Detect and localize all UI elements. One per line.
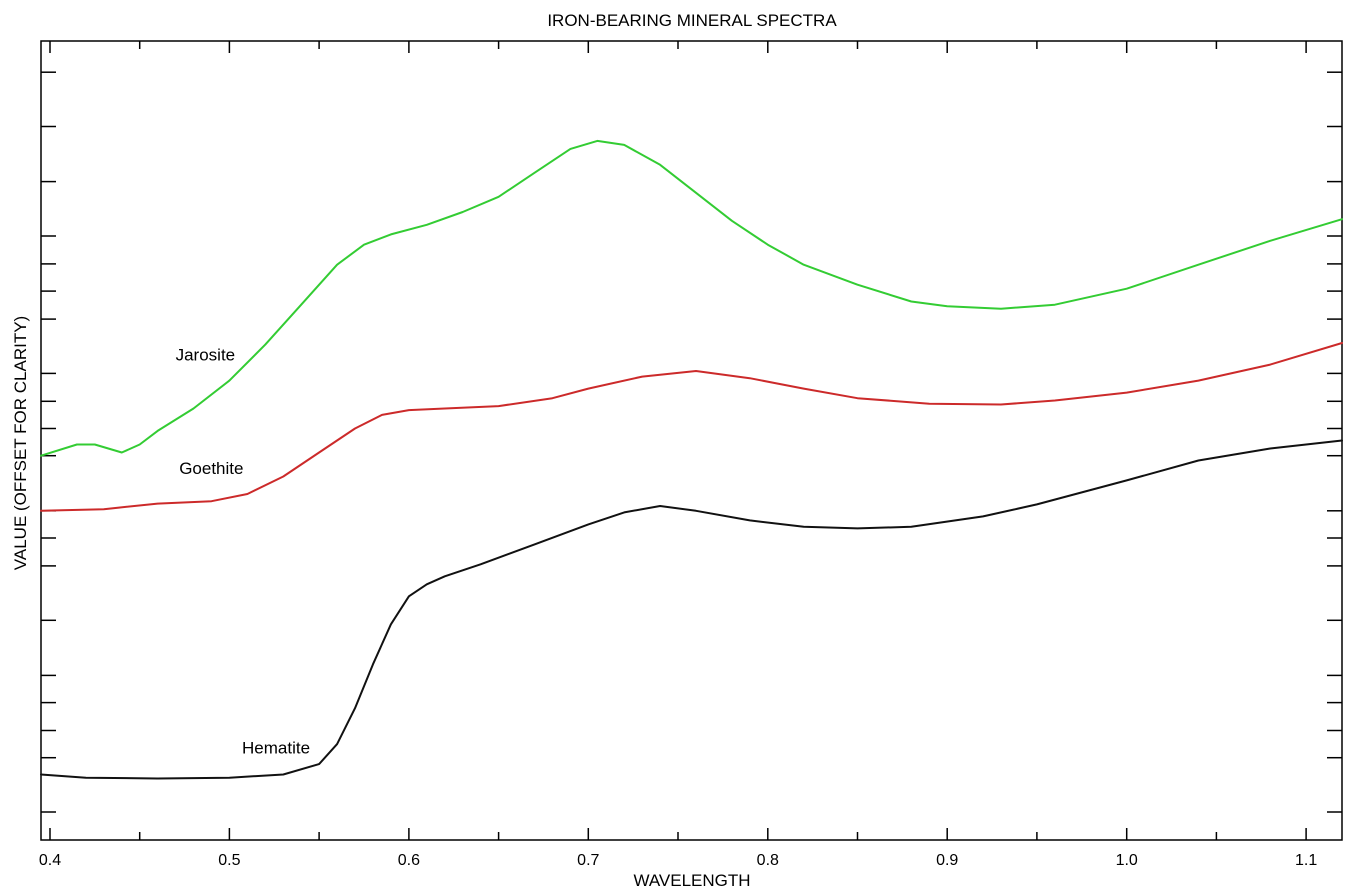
x-tick-label-5: 0.9	[936, 852, 958, 869]
series-line-hematite	[40, 439, 1343, 780]
series-line-goethite	[40, 342, 1343, 512]
series-label-jarosite: Jarosite	[176, 346, 236, 365]
x-tick-label-2: 0.6	[398, 852, 420, 869]
x-tick-label-0: 0.4	[39, 852, 61, 869]
x-tick-label-3: 0.7	[577, 852, 599, 869]
x-axis-label: WAVELENGTH	[633, 871, 750, 890]
plot-frame	[40, 40, 1343, 841]
series-lines	[40, 139, 1343, 780]
x-tick-label-4: 0.8	[757, 852, 779, 869]
y-axis-ticks	[41, 71, 1342, 813]
series-line-jarosite	[40, 139, 1343, 457]
x-tick-label-7: 1.1	[1295, 852, 1317, 869]
x-axis-ticks: 0.4 0.5 0.6 0.7 0.8 0.9 1.0 1.1	[39, 41, 1317, 869]
x-tick-label-6: 1.0	[1116, 852, 1138, 869]
y-axis-label: VALUE (OFFSET FOR CLARITY)	[11, 316, 30, 570]
series-label-hematite: Hematite	[242, 739, 310, 758]
x-tick-label-1: 0.5	[218, 852, 240, 869]
series-annotations: Jarosite Goethite Hematite	[176, 346, 310, 758]
chart-title: IRON-BEARING MINERAL SPECTRA	[547, 11, 837, 30]
series-label-goethite: Goethite	[179, 459, 243, 478]
